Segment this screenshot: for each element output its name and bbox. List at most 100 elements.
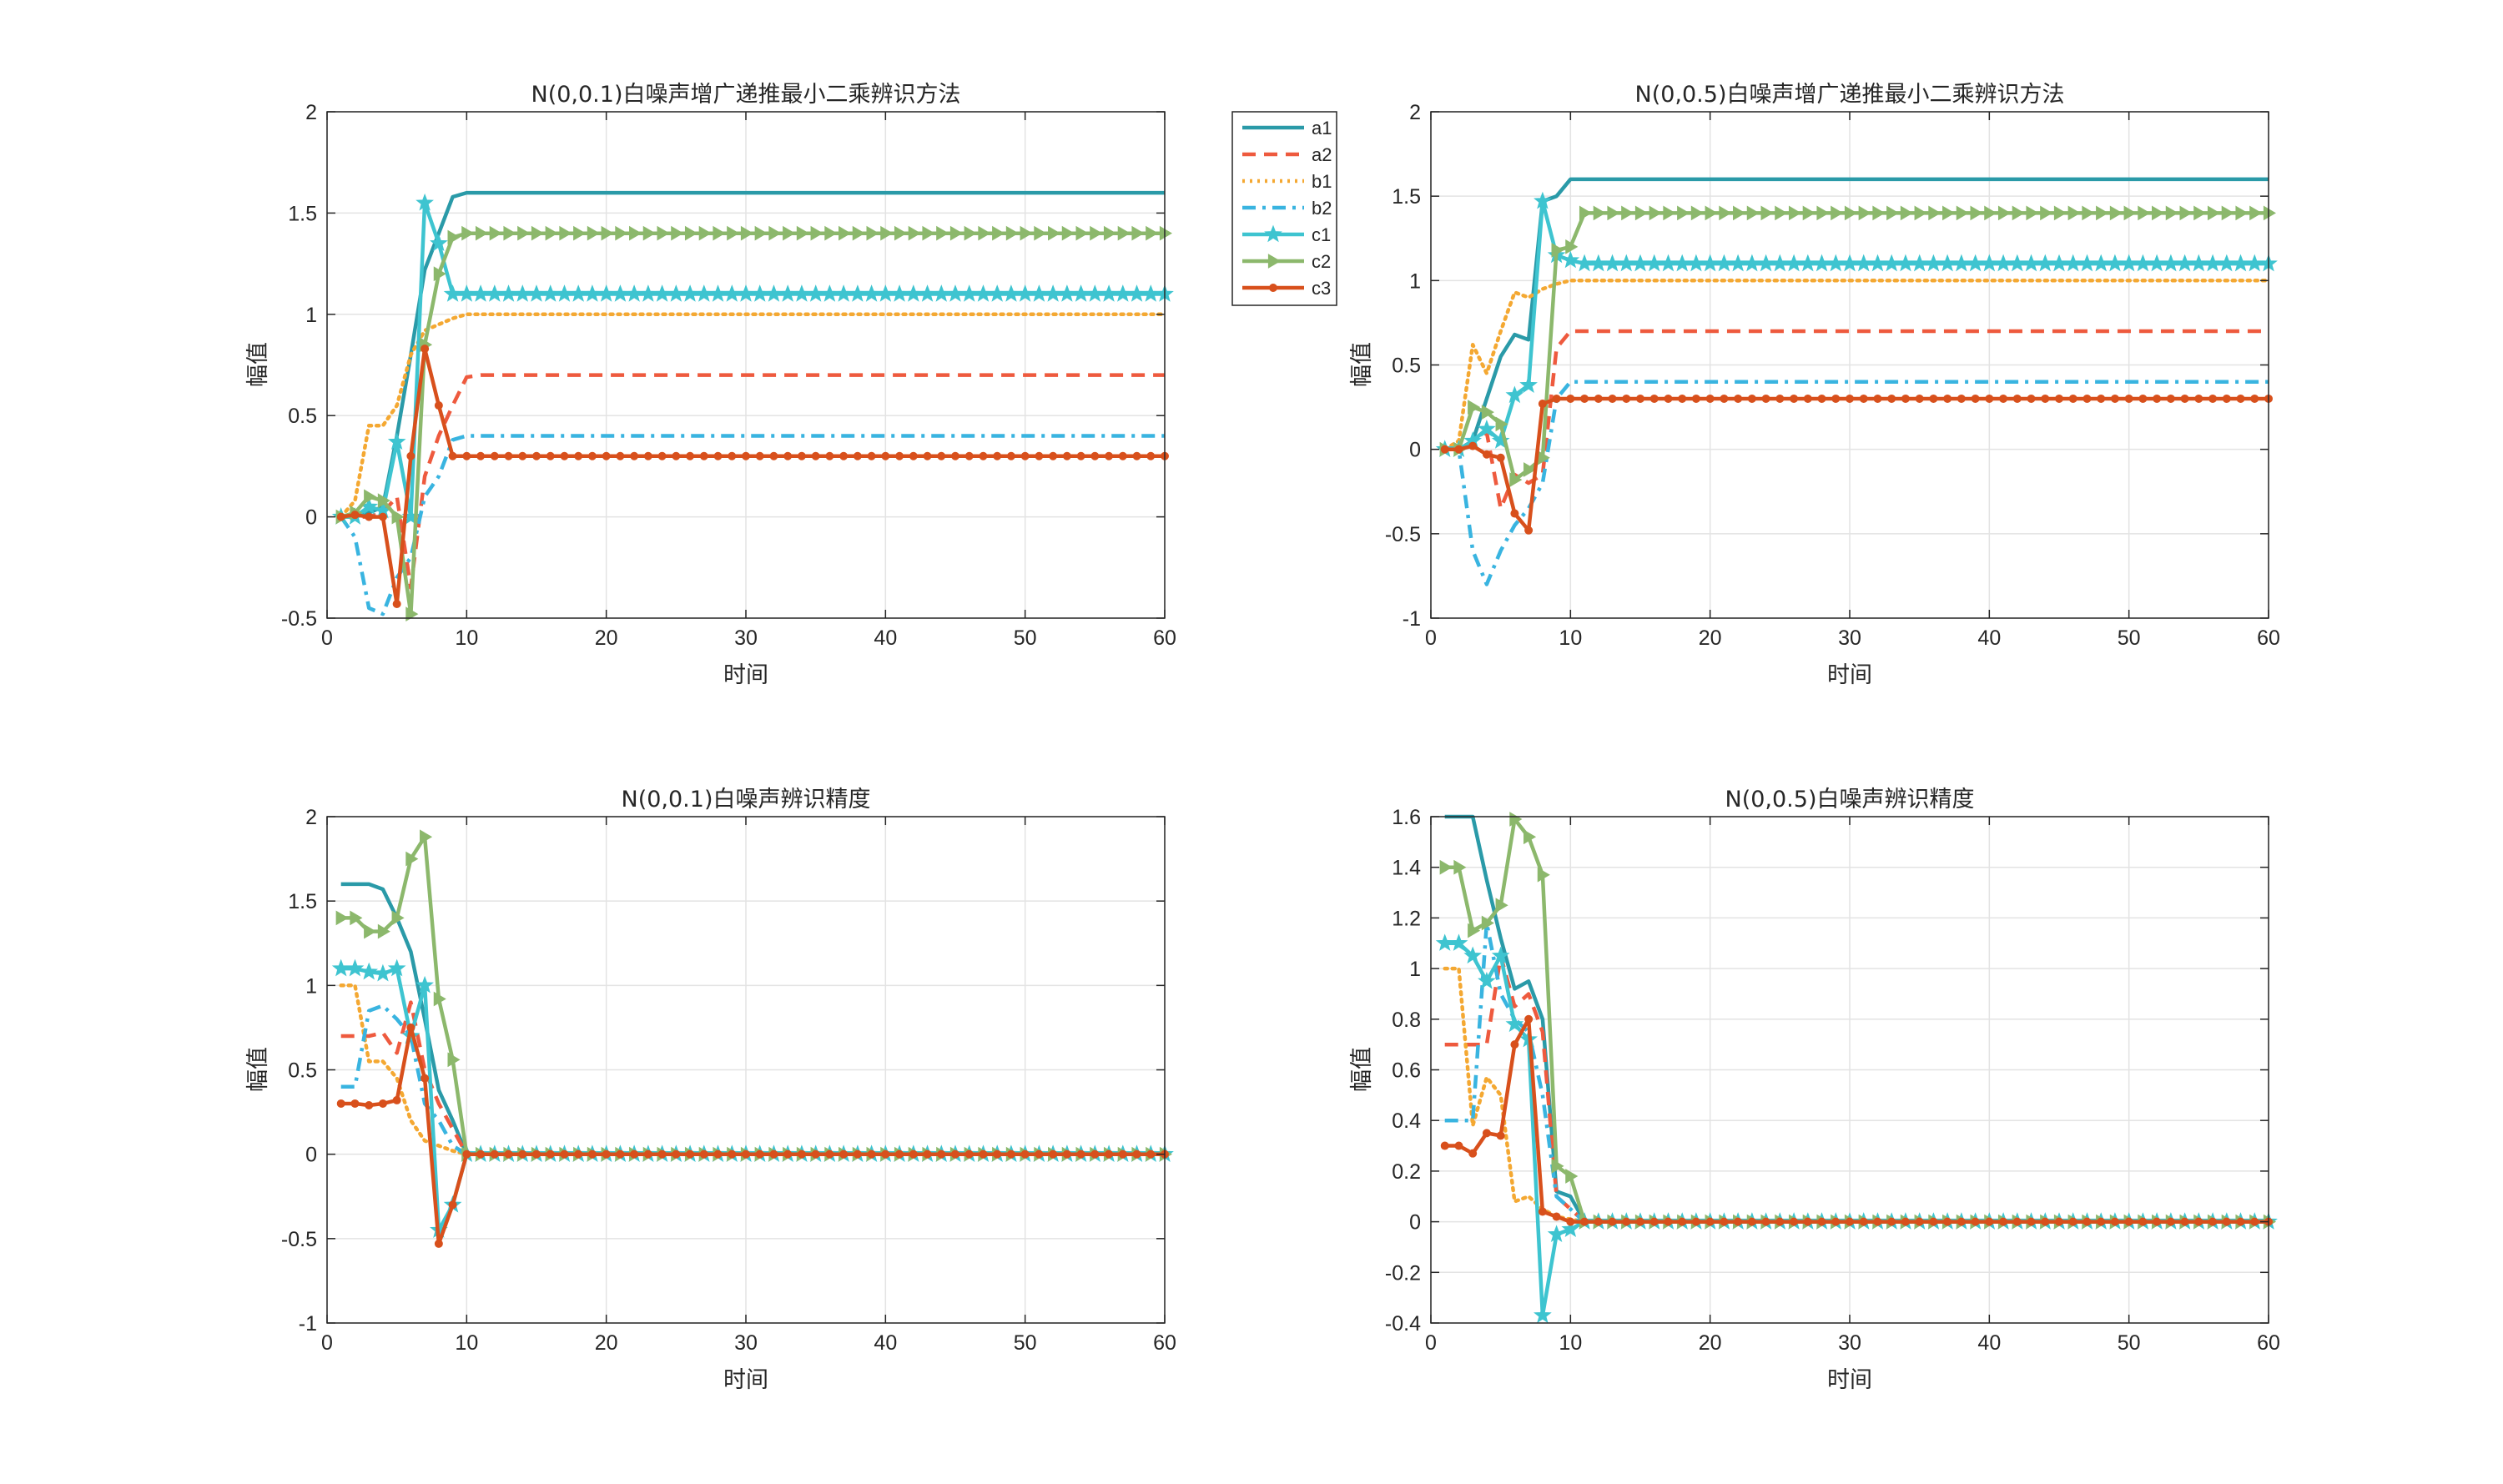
c3-point	[1524, 1014, 1534, 1024]
c3-point	[937, 451, 946, 460]
c3-point	[1566, 394, 1575, 403]
c3-point	[1734, 1217, 1743, 1226]
c3-point	[2012, 394, 2022, 403]
c3-point	[630, 451, 639, 460]
y-tick-label: 1.5	[288, 202, 317, 225]
c3-point	[895, 1149, 904, 1159]
c2-point	[1733, 205, 1746, 221]
c2-point	[740, 225, 753, 241]
series-lines	[1435, 177, 2278, 586]
c2-point	[335, 910, 349, 926]
x-tick-label: 30	[1838, 626, 1861, 650]
c3-point	[421, 1074, 430, 1083]
c3-point	[1440, 445, 1449, 454]
c2-point	[783, 225, 796, 241]
c3-point	[1482, 1129, 1491, 1138]
c3-point	[657, 451, 667, 460]
c3-point	[602, 1149, 611, 1159]
series-lines	[1435, 812, 2278, 1324]
legend-item-b2: b2	[1242, 198, 1332, 219]
series-a2	[1444, 329, 2269, 511]
c3-point	[1118, 451, 1127, 460]
c3-point	[1761, 1217, 1770, 1226]
c2-point	[978, 225, 991, 241]
c3-point	[1566, 1217, 1575, 1226]
c1-point	[1491, 946, 1510, 964]
c2-point	[364, 923, 377, 939]
c2-point	[1649, 205, 1662, 221]
c3-point	[1859, 1217, 1868, 1226]
c3-point	[2068, 394, 2077, 403]
series-lines	[331, 190, 1174, 622]
c3-point	[1901, 394, 1910, 403]
c3-point	[1454, 445, 1463, 454]
x-tick-label: 10	[455, 1331, 478, 1355]
c3-point	[881, 1149, 890, 1159]
c3-point	[2166, 394, 2175, 403]
c2-point	[1593, 205, 1606, 221]
c3-point	[504, 451, 513, 460]
c1-point	[1491, 431, 1510, 449]
c3-point	[825, 1149, 834, 1159]
y-axis-label: 幅值	[245, 1047, 271, 1092]
c3-point	[378, 512, 387, 521]
x-axis-label: 时间	[1827, 662, 1872, 688]
c1-point	[1449, 933, 1468, 951]
c2-point	[1900, 205, 1913, 221]
c3-point	[462, 1149, 471, 1159]
c3-point	[909, 1149, 918, 1159]
x-tick-label: 60	[2257, 1331, 2280, 1355]
c3-point	[2250, 1217, 2259, 1226]
c2-point	[684, 225, 698, 241]
x-tick-label: 30	[734, 1331, 758, 1355]
c3-point	[853, 451, 862, 460]
c3-point	[1790, 394, 1799, 403]
c3-point	[867, 1149, 876, 1159]
c3-point	[1734, 394, 1743, 403]
legend: a1 a2 b1 b2 c1 c2 c3	[1231, 111, 1337, 306]
c3-point	[1524, 526, 1534, 535]
c2-point	[1509, 812, 1523, 827]
c3-point	[1943, 1217, 1952, 1226]
c3-point	[2082, 394, 2092, 403]
c3-point	[2250, 394, 2259, 403]
x-tick-label: 50	[2118, 1331, 2141, 1355]
legend-item-b1: b1	[1242, 171, 1332, 192]
y-tick-label: 0	[305, 1144, 317, 1167]
c2-point	[1705, 205, 1718, 221]
c3-point	[1971, 1217, 1980, 1226]
c3-point	[769, 1149, 778, 1159]
c3-point	[1118, 1149, 1127, 1159]
c2-point	[698, 225, 712, 241]
c3-point	[699, 451, 708, 460]
c3-point	[1090, 1149, 1100, 1159]
c2-point	[350, 910, 363, 926]
series-a1	[1444, 177, 2269, 451]
c3-point	[923, 1149, 932, 1159]
c2-point	[1746, 205, 1760, 221]
c2-point	[2207, 205, 2221, 221]
c2-point	[1034, 225, 1047, 241]
c3-point	[728, 451, 737, 460]
c3-point	[1915, 394, 1924, 403]
c2-point	[1551, 243, 1564, 258]
series-line-b2	[1444, 380, 2269, 586]
c3-point	[713, 1149, 723, 1159]
y-tick-label: 1	[1409, 269, 1421, 293]
c2-point	[936, 225, 949, 241]
x-axis-label: 时间	[723, 662, 768, 688]
c3-point	[1020, 1149, 1030, 1159]
c3-point	[1538, 400, 1547, 409]
c2-point	[1663, 205, 1676, 221]
c3-point	[1747, 394, 1756, 403]
c3-point	[1705, 394, 1715, 403]
plot-title: N(0,0.5)白噪声辨识精度	[1725, 787, 1975, 812]
c3-point	[1999, 394, 2008, 403]
c2-point	[1621, 205, 1634, 221]
c3-point	[1146, 451, 1156, 460]
c2-point	[1565, 239, 1579, 254]
c3-point	[560, 451, 569, 460]
series-c3	[1440, 394, 2273, 535]
c3-point	[2236, 1217, 2245, 1226]
c3-point	[1608, 394, 1617, 403]
